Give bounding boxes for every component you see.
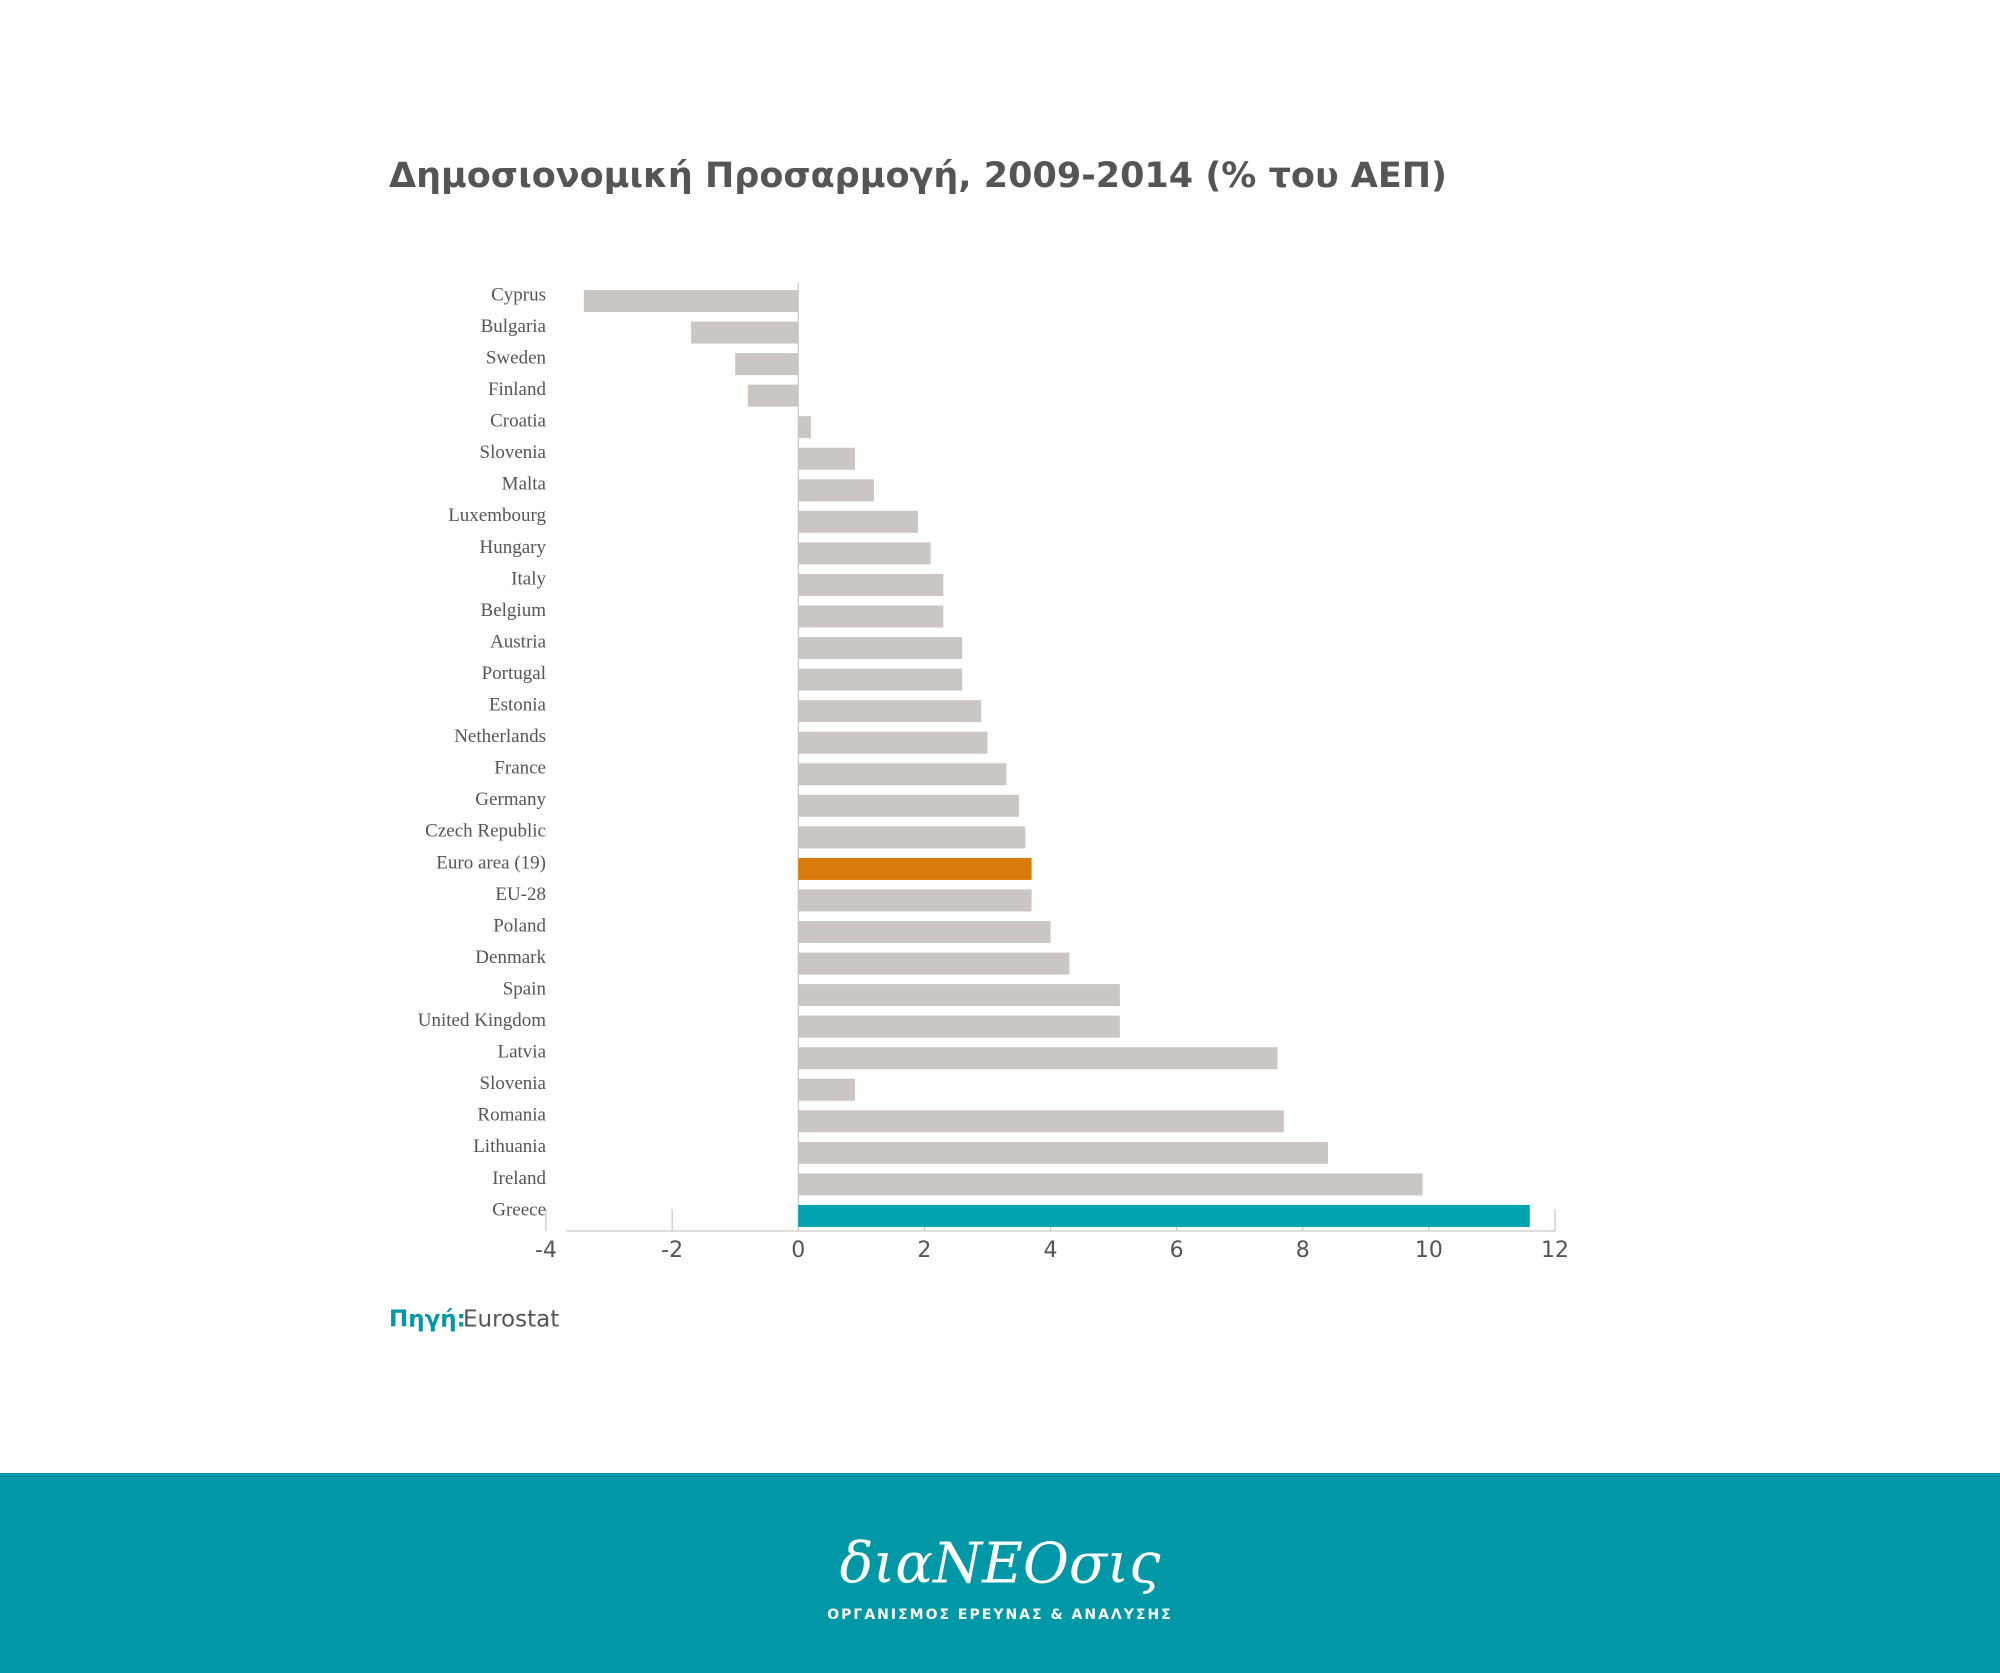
y-tick-label: Hungary	[480, 537, 547, 558]
y-tick-label: Lithuania	[473, 1136, 546, 1157]
bar	[798, 984, 1120, 1007]
y-tick-label: Belgium	[481, 600, 547, 621]
bar	[798, 952, 1070, 975]
logo: διαΝΕΟσις	[840, 1532, 1161, 1597]
y-tick-label: Cyprus	[491, 284, 546, 305]
bar	[747, 384, 799, 407]
y-tick-label: Germany	[475, 789, 546, 810]
y-tick-label: Czech Republic	[425, 821, 546, 842]
bar	[798, 857, 1032, 880]
x-tick-label: 0	[791, 1238, 805, 1263]
bar	[798, 447, 856, 470]
bar	[798, 1204, 1530, 1227]
x-tick-label: 10	[1415, 1238, 1443, 1263]
bar	[798, 731, 988, 754]
y-tick-label: Poland	[493, 915, 546, 936]
bar	[798, 1110, 1284, 1133]
y-tick-label: Netherlands	[454, 726, 546, 747]
bar	[798, 668, 963, 691]
y-tick-label: EU-28	[495, 884, 546, 905]
y-tick-label: Denmark	[475, 947, 546, 968]
y-tick-label: Ireland	[492, 1168, 546, 1189]
y-tick-label: Greece	[492, 1199, 546, 1220]
bar	[798, 542, 931, 565]
x-tick-label: 6	[1170, 1238, 1184, 1263]
bar	[691, 321, 799, 344]
x-tick-label: -2	[661, 1238, 683, 1263]
bar	[798, 794, 1019, 817]
y-tick-label: Slovenia	[480, 1073, 547, 1094]
y-tick-label: Latvia	[497, 1042, 546, 1063]
bar	[798, 479, 874, 502]
x-tick-label: 2	[917, 1238, 931, 1263]
y-tick-label: United Kingdom	[418, 1010, 546, 1031]
y-tick-label: Euro area (19)	[436, 852, 546, 873]
bar	[798, 700, 982, 723]
bar	[798, 763, 1007, 786]
bar	[798, 1141, 1328, 1164]
bar	[798, 510, 919, 533]
source-label: Πηγή:	[389, 1307, 466, 1333]
bar	[798, 637, 963, 660]
y-tick-label: Finland	[488, 379, 547, 400]
y-tick-label: Bulgaria	[481, 316, 547, 337]
y-tick-label: Austria	[490, 631, 547, 652]
y-tick-label: Croatia	[490, 411, 546, 432]
bar	[798, 416, 811, 439]
x-tick-label: -4	[535, 1238, 557, 1263]
bar	[798, 889, 1032, 912]
y-tick-label: Romania	[477, 1105, 546, 1126]
x-tick-label: 12	[1541, 1238, 1569, 1263]
tagline: ΟΡΓΑΝΙΣΜΟΣ ΕΡΕΥΝΑΣ & ΑΝΑΛΥΣΗΣ	[827, 1607, 1172, 1623]
y-tick-label: Estonia	[489, 695, 547, 716]
y-tick-label: France	[494, 758, 546, 779]
bar	[798, 921, 1051, 943]
chart-title: Δημοσιονομική Προσαρμογή, 2009-2014 (% τ…	[389, 156, 1447, 196]
bar	[798, 573, 944, 596]
source: Eurostat	[463, 1307, 559, 1333]
bar	[798, 1078, 856, 1101]
y-tick-label: Spain	[503, 978, 547, 999]
y-tick-label: Italy	[511, 568, 546, 589]
footer-band	[0, 1473, 2000, 1673]
y-tick-label: Luxembourg	[448, 505, 546, 526]
bar	[798, 605, 944, 628]
y-tick-label: Portugal	[482, 663, 546, 684]
y-tick-label: Slovenia	[480, 442, 547, 463]
bar	[583, 290, 799, 312]
y-tick-label: Malta	[502, 474, 547, 495]
x-tick-label: 8	[1296, 1238, 1310, 1263]
bar	[798, 826, 1026, 849]
bar	[798, 1173, 1423, 1196]
x-tick-label: 4	[1044, 1238, 1058, 1263]
bar	[798, 1047, 1278, 1070]
y-tick-label: Sweden	[486, 347, 547, 368]
bar	[735, 353, 799, 376]
bar	[798, 1015, 1120, 1038]
